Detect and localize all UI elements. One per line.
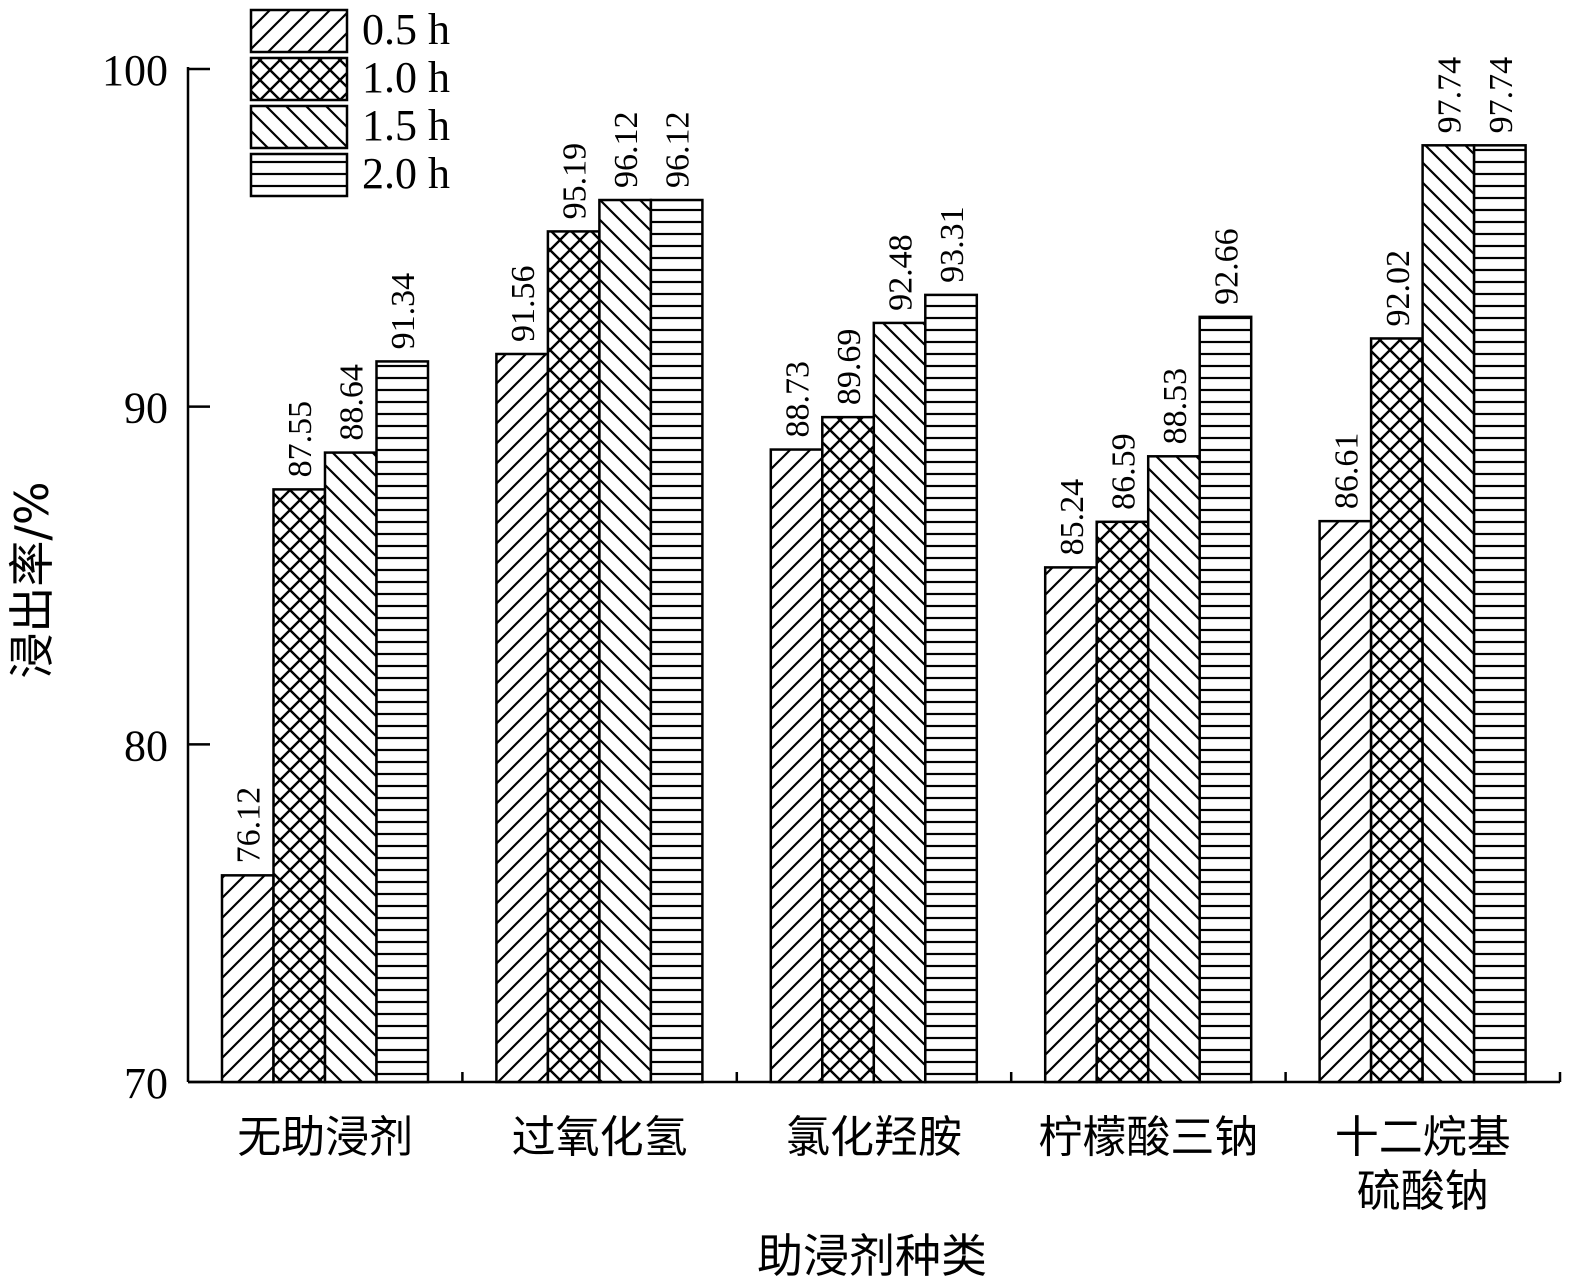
category-label: 柠檬酸三钠 [1038, 1112, 1258, 1163]
bar [323, 451, 378, 1084]
x-axis: 无助浸剂 过氧化氢 氯化羟胺 柠檬酸三钠 十二烷基硫酸钠 [188, 1072, 1562, 1217]
data-label: 86.59 [1105, 433, 1142, 510]
bar [769, 448, 824, 1084]
bar [872, 321, 927, 1084]
bar [220, 874, 275, 1084]
category-label: 无助浸剂 [237, 1112, 413, 1163]
bar [1043, 566, 1098, 1084]
bar [546, 230, 601, 1084]
category-label-line: 硫酸钠 [1357, 1166, 1489, 1217]
data-label: 86.61 [1328, 433, 1365, 510]
bar [1421, 144, 1476, 1084]
bar [924, 293, 979, 1084]
data-label: 89.69 [831, 329, 868, 406]
data-label: 97.74 [1483, 57, 1520, 134]
category-label-line: 无助浸剂 [237, 1112, 413, 1163]
y-axis-title: 浸出率/% [5, 481, 59, 678]
data-label: 97.74 [1431, 57, 1468, 134]
category-label-line: 十二烷基 [1335, 1112, 1511, 1163]
legend-label: 0.5 h [362, 5, 450, 54]
y-axis: 70 80 90 100 [102, 46, 210, 1108]
data-label: 87.55 [282, 401, 319, 478]
data-label: 91.56 [505, 265, 542, 342]
category-label: 氯化羟胺 [786, 1112, 962, 1163]
y-tick-label: 80 [124, 721, 168, 770]
legend-label: 2.0 h [362, 149, 450, 198]
data-label: 96.12 [660, 112, 697, 189]
bar [598, 198, 653, 1084]
bar [821, 415, 876, 1084]
data-label: 92.66 [1208, 228, 1245, 305]
legend-label: 1.0 h [362, 53, 450, 102]
legend-swatch [249, 8, 349, 54]
data-label: 93.31 [934, 206, 971, 283]
legend-swatch [249, 56, 349, 102]
data-label: 96.12 [608, 112, 645, 189]
data-label: 76.12 [231, 787, 268, 864]
data-label: 95.19 [557, 143, 594, 220]
data-label: 92.48 [883, 234, 920, 311]
legend-label: 1.5 h [362, 101, 450, 150]
value-labels: 76.12 91.56 88.73 85.24 86.61 87.55 95.19 89.69… [231, 57, 1520, 864]
bar [649, 198, 704, 1084]
bar [1095, 520, 1150, 1084]
data-label: 88.73 [780, 361, 817, 438]
data-label: 92.02 [1380, 250, 1417, 327]
data-label: 88.53 [1157, 368, 1194, 445]
data-label: 88.64 [334, 364, 371, 441]
bar [495, 352, 550, 1084]
x-axis-title: 助浸剂种类 [757, 1229, 987, 1283]
data-label: 85.24 [1054, 479, 1091, 556]
bar [1198, 315, 1253, 1084]
bars [220, 144, 1527, 1084]
y-tick-label: 100 [102, 46, 168, 95]
bar [1146, 455, 1201, 1084]
category-label-line: 过氧化氢 [512, 1112, 688, 1163]
y-tick-label: 70 [124, 1059, 168, 1108]
bar [1369, 337, 1424, 1084]
category-label-line: 柠檬酸三钠 [1038, 1112, 1258, 1163]
category-label: 十二烷基硫酸钠 [1335, 1112, 1511, 1217]
data-label: 91.34 [385, 273, 422, 350]
legend-swatch [249, 152, 349, 198]
legend: 0.5 h1.0 h1.5 h2.0 h [249, 5, 450, 198]
bar [375, 360, 430, 1084]
category-label-line: 氯化羟胺 [786, 1112, 962, 1163]
bar [272, 488, 327, 1084]
legend-swatch [249, 104, 349, 150]
bar [1472, 144, 1527, 1084]
bar [1318, 519, 1373, 1084]
category-label: 过氧化氢 [512, 1112, 688, 1163]
y-tick-label: 90 [124, 384, 168, 433]
